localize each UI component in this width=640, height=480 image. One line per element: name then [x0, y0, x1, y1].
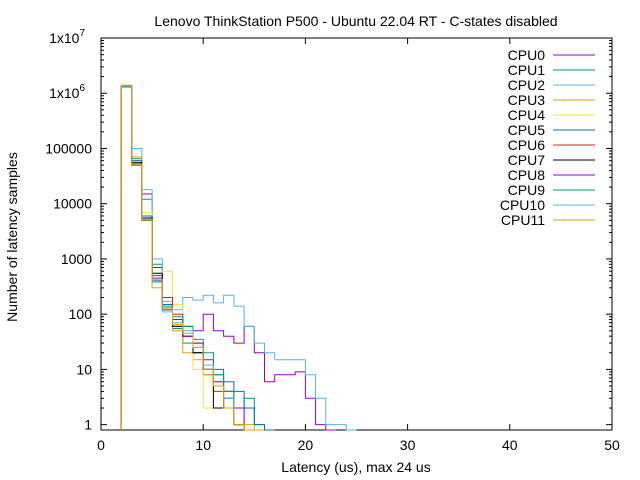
legend-label-cpu4: CPU4: [508, 107, 546, 123]
legend-label-cpu5: CPU5: [508, 122, 546, 138]
series-cpu8-line: [120, 86, 255, 431]
x-tick-label: 10: [195, 437, 211, 453]
legend-label-cpu10: CPU10: [500, 197, 545, 213]
y-tick-label: 1: [84, 417, 92, 433]
series-cpu3-line: [120, 84, 265, 431]
legend-label-cpu11: CPU11: [501, 212, 545, 228]
legend-label-cpu0: CPU0: [508, 47, 546, 63]
x-tick-label: 30: [400, 437, 416, 453]
y-tick-label: 1x107: [49, 28, 85, 46]
series-cpu7-line: [120, 86, 255, 431]
series-cpu11-line: [120, 84, 255, 431]
y-tick-label: 10000: [53, 196, 92, 212]
x-tick-label: 0: [97, 437, 105, 453]
series-cpu5-line: [120, 86, 275, 431]
y-tick-label: 100: [69, 306, 93, 322]
x-tick-label: 40: [502, 437, 518, 453]
legend: CPU0CPU1CPU2CPU3CPU4CPU5CPU6CPU7CPU8CPU9…: [500, 47, 595, 228]
x-tick-label: 20: [298, 437, 314, 453]
x-axis-label: Latency (us), max 24 us: [281, 459, 430, 475]
legend-label-cpu9: CPU9: [508, 182, 546, 198]
series-cpu10-line: [120, 85, 255, 431]
series-cpu6-line: [120, 86, 255, 431]
y-tick-label: 10: [76, 361, 92, 377]
y-axis-label: Number of latency samples: [4, 152, 20, 322]
series-cpu2-line: [120, 86, 357, 431]
axes-layer: 0 10 20 30 40 50 1 10 100 1000 10000 100000 1x106 1x1…: [45, 28, 620, 453]
series-layer: [120, 84, 357, 431]
legend-label-cpu1: CPU1: [508, 62, 546, 78]
series-cpu9-line: [120, 86, 255, 431]
legend-label-cpu2: CPU2: [508, 77, 546, 93]
y-tick-label: 100000: [45, 140, 92, 156]
legend-label-cpu8: CPU8: [508, 167, 546, 183]
legend-label-cpu3: CPU3: [508, 92, 546, 108]
chart-title: Lenovo ThinkStation P500 - Ubuntu 22.04 …: [154, 13, 557, 29]
y-tick-label: 1x106: [49, 83, 85, 101]
legend-label-cpu6: CPU6: [508, 137, 546, 153]
x-tick-label: 50: [604, 437, 620, 453]
legend-label-cpu7: CPU7: [508, 152, 546, 168]
y-tick-label: 1000: [61, 251, 92, 267]
series-cpu4-line: [120, 85, 255, 431]
series-cpu1-line: [120, 85, 275, 431]
